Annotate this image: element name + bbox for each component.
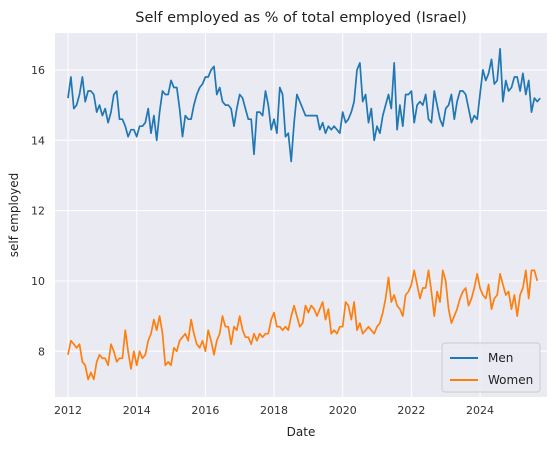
x-tick-label: 2012 bbox=[54, 404, 82, 417]
y-tick-label: 8 bbox=[38, 345, 45, 358]
x-axis-label: Date bbox=[287, 425, 316, 439]
chart-title: Self employed as % of total employed (Is… bbox=[135, 10, 467, 26]
series-line-women bbox=[67, 269, 539, 381]
y-tick-label: 10 bbox=[31, 275, 45, 288]
y-tick-label: 16 bbox=[31, 64, 45, 77]
tick-labels: 2012 2014 2016 2018 2020 2022 2024 8 10 12 14 16 bbox=[31, 64, 494, 417]
y-tick-label: 12 bbox=[31, 205, 45, 218]
y-axis-label: self employed bbox=[7, 173, 21, 257]
series-lines bbox=[67, 47, 541, 381]
y-tick-label: 14 bbox=[31, 134, 45, 147]
x-tick-label: 2022 bbox=[397, 404, 425, 417]
legend-label-men: Men bbox=[488, 351, 513, 365]
plot-area bbox=[55, 33, 547, 397]
series-line-men bbox=[67, 47, 541, 163]
x-tick-label: 2020 bbox=[329, 404, 357, 417]
legend-label-women: Women bbox=[488, 373, 533, 387]
x-tick-label: 2024 bbox=[466, 404, 494, 417]
x-tick-label: 2014 bbox=[123, 404, 151, 417]
legend: Men Women bbox=[441, 342, 541, 393]
x-tick-label: 2018 bbox=[260, 404, 288, 417]
x-tick-label: 2016 bbox=[191, 404, 219, 417]
